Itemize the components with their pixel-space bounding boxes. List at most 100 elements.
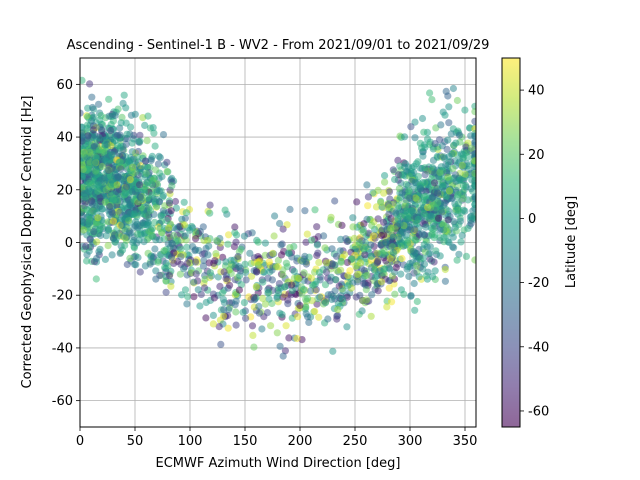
scatter-point bbox=[407, 292, 415, 300]
scatter-point bbox=[94, 187, 102, 195]
scatter-point bbox=[136, 268, 144, 276]
scatter-point bbox=[264, 274, 272, 282]
scatter-point bbox=[461, 106, 469, 114]
scatter-point bbox=[81, 189, 89, 197]
scatter-point bbox=[431, 267, 439, 275]
scatter-point bbox=[305, 318, 313, 326]
scatter-point bbox=[140, 221, 148, 229]
scatter-point bbox=[449, 84, 457, 93]
scatter-point bbox=[354, 270, 362, 278]
scatter-point bbox=[225, 306, 233, 314]
scatter-point bbox=[205, 242, 213, 250]
scatter-point bbox=[105, 95, 113, 103]
scatter-point bbox=[438, 208, 446, 216]
scatter-point bbox=[165, 272, 174, 280]
scatter-point bbox=[98, 162, 106, 170]
colorbar-tick-label: 40 bbox=[528, 84, 545, 99]
scatter-point bbox=[300, 269, 308, 277]
scatter-point bbox=[231, 223, 239, 231]
scatter-point bbox=[276, 219, 284, 228]
scatter-point bbox=[183, 243, 191, 251]
scatter-point bbox=[174, 237, 182, 245]
scatter-point bbox=[343, 323, 351, 331]
scatter-point bbox=[388, 298, 396, 306]
scatter-point bbox=[449, 165, 457, 173]
scatter-point bbox=[467, 144, 476, 152]
chart-title: Ascending - Sentinel-1 B - WV2 - From 20… bbox=[67, 38, 490, 53]
scatter-point bbox=[82, 242, 90, 250]
scatter-point bbox=[80, 217, 86, 225]
scatter-point bbox=[397, 270, 405, 278]
scatter-point bbox=[232, 308, 240, 316]
scatter-point bbox=[448, 150, 456, 158]
scatter-point bbox=[92, 254, 101, 263]
scatter-point bbox=[121, 189, 129, 197]
scatter-point bbox=[300, 285, 308, 294]
scatter-point bbox=[363, 271, 371, 279]
scatter-point bbox=[356, 259, 364, 267]
scatter-point bbox=[367, 252, 376, 260]
scatter-point bbox=[353, 198, 361, 206]
scatter-point bbox=[148, 231, 156, 240]
scatter-point bbox=[157, 212, 165, 220]
scatter-point bbox=[204, 251, 212, 259]
y-tick-label: -60 bbox=[52, 394, 73, 409]
scatter-point bbox=[126, 254, 134, 262]
scatter-point bbox=[288, 281, 296, 289]
scatter-point bbox=[103, 140, 111, 149]
scatter-point bbox=[444, 173, 452, 182]
scatter-point bbox=[181, 214, 189, 222]
scatter-point bbox=[105, 225, 113, 234]
scatter-point bbox=[104, 166, 112, 174]
scatter-point bbox=[199, 223, 207, 231]
scatter-point bbox=[211, 257, 219, 265]
scatter-point bbox=[133, 153, 141, 161]
scatter-point bbox=[437, 121, 445, 129]
y-tick-label: 0 bbox=[65, 236, 73, 251]
scatter-point bbox=[227, 256, 235, 264]
scatter-point bbox=[212, 250, 220, 258]
scatter-point bbox=[467, 132, 475, 140]
scatter-point bbox=[93, 238, 101, 246]
scatter-point bbox=[155, 198, 163, 206]
scatter-point bbox=[328, 260, 336, 268]
scatter-point bbox=[443, 224, 451, 232]
scatter-point bbox=[216, 282, 224, 290]
scatter-point bbox=[458, 161, 466, 169]
y-tick-label: 20 bbox=[56, 183, 73, 198]
scatter-point bbox=[364, 202, 372, 210]
scatter-point bbox=[170, 259, 178, 267]
scatter-point bbox=[83, 251, 91, 259]
scatter-point bbox=[422, 223, 430, 231]
scatter-point bbox=[206, 269, 214, 277]
scatter-point bbox=[413, 195, 421, 204]
scatter-point bbox=[136, 131, 144, 139]
scatter-point bbox=[106, 203, 114, 211]
scatter-point bbox=[158, 229, 166, 237]
scatter-point bbox=[163, 216, 171, 225]
scatter-point bbox=[177, 253, 185, 261]
scatter-point bbox=[429, 273, 437, 281]
scatter-point bbox=[379, 249, 387, 258]
scatter-point bbox=[108, 251, 116, 259]
scatter-point bbox=[444, 92, 452, 100]
scatter-point bbox=[101, 255, 109, 263]
scatter-point bbox=[413, 262, 421, 270]
scatter-point bbox=[314, 249, 322, 257]
scatter-point bbox=[418, 230, 426, 238]
scatter-point bbox=[80, 173, 86, 181]
scatter-point bbox=[443, 145, 451, 153]
scatter-point bbox=[232, 321, 240, 329]
scatter-point bbox=[455, 250, 463, 258]
scatter-point bbox=[220, 306, 228, 314]
scatter-point bbox=[447, 130, 455, 138]
scatter-point bbox=[444, 136, 452, 144]
scatter-point bbox=[273, 329, 281, 337]
scatter-point bbox=[200, 256, 208, 265]
scatter-point bbox=[471, 256, 476, 264]
scatter-point bbox=[337, 258, 345, 267]
scatter-point bbox=[418, 114, 427, 123]
scatter-point bbox=[94, 181, 102, 189]
scatter-point bbox=[167, 207, 175, 215]
scatter-point bbox=[191, 258, 200, 266]
